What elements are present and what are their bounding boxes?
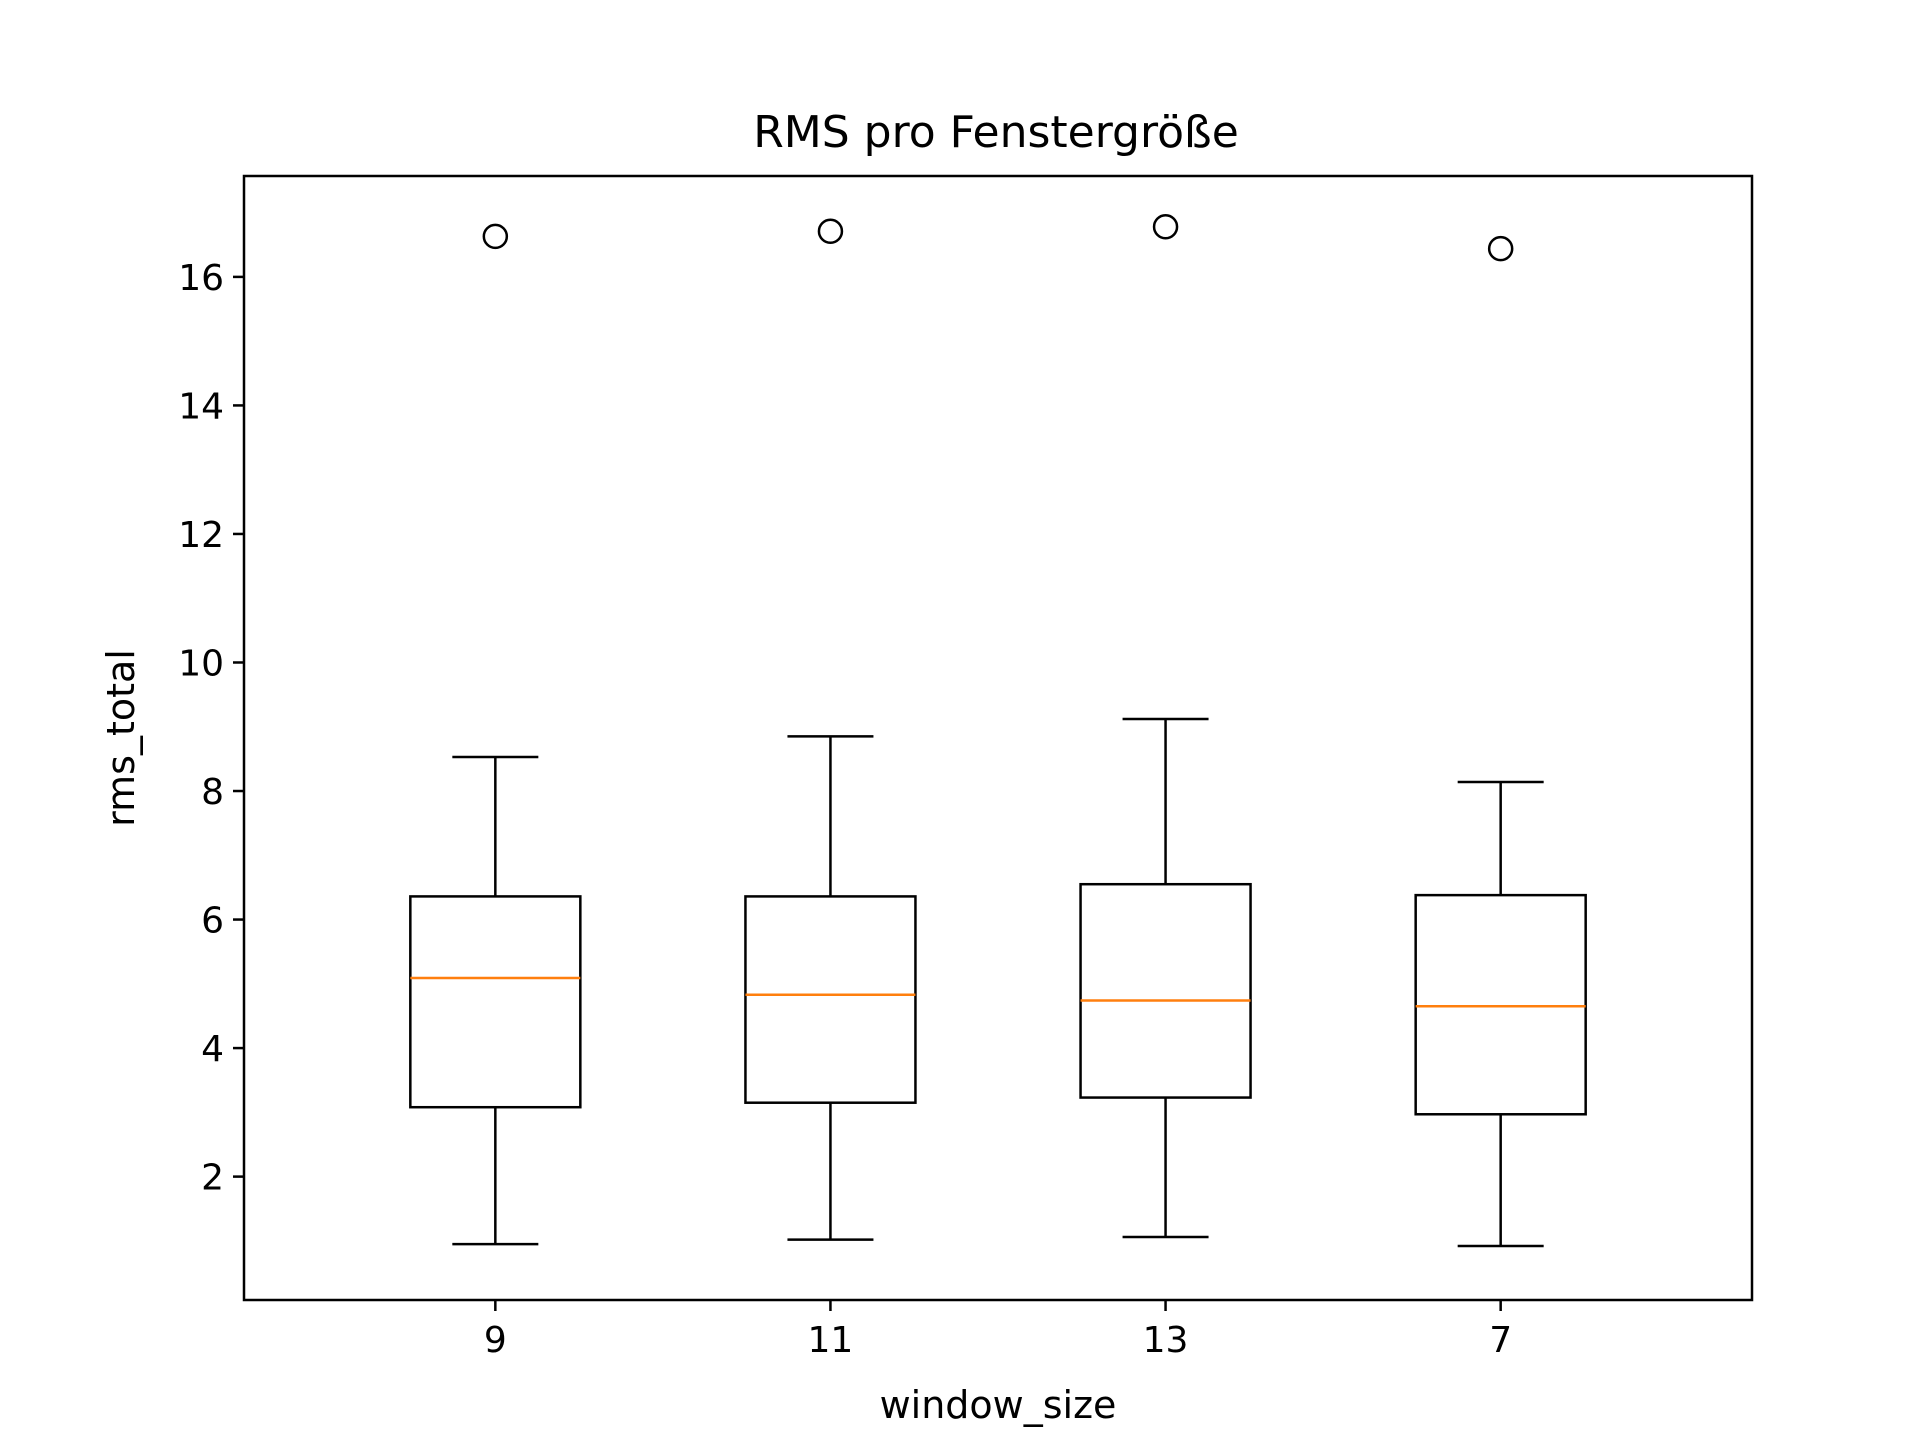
box-group-9 — [409, 223, 582, 1246]
box-iqr — [409, 895, 582, 1109]
x-tick-label: 7 — [1489, 1320, 1512, 1361]
x-tick-label: 11 — [808, 1320, 854, 1361]
y-tick-label: 12 — [178, 515, 224, 556]
outlier-point — [1487, 235, 1514, 262]
y-tick-label: 4 — [201, 1029, 224, 1070]
y-tick-label: 2 — [201, 1158, 224, 1199]
x-tick-label: 9 — [484, 1320, 507, 1361]
y-tick-label: 16 — [178, 258, 224, 299]
outlier-point — [817, 218, 844, 245]
plot-area-frame — [242, 174, 1754, 1302]
y-tick-label: 10 — [178, 643, 224, 684]
box-group-13 — [1079, 214, 1252, 1239]
y-axis: 2 4 6 8 10 12 14 16 — [178, 258, 244, 1199]
y-tick-label: 6 — [201, 901, 224, 942]
y-tick-label: 8 — [201, 772, 224, 813]
outlier-point — [482, 223, 509, 250]
x-axis-label: window_size — [880, 1383, 1117, 1427]
box-iqr — [1414, 893, 1587, 1116]
y-axis-label: rms_total — [99, 649, 143, 827]
box-group-7 — [1414, 235, 1587, 1248]
x-axis: 9 11 13 7 — [484, 1300, 1512, 1361]
box-group-11 — [744, 218, 917, 1241]
x-tick-label: 13 — [1143, 1320, 1189, 1361]
box-series — [409, 214, 1587, 1248]
chart-title: RMS pro Fenstergröße — [753, 107, 1239, 158]
y-tick-label: 14 — [178, 386, 224, 427]
outlier-point — [1152, 214, 1179, 240]
box-iqr — [744, 895, 917, 1104]
box-iqr — [1079, 882, 1252, 1099]
